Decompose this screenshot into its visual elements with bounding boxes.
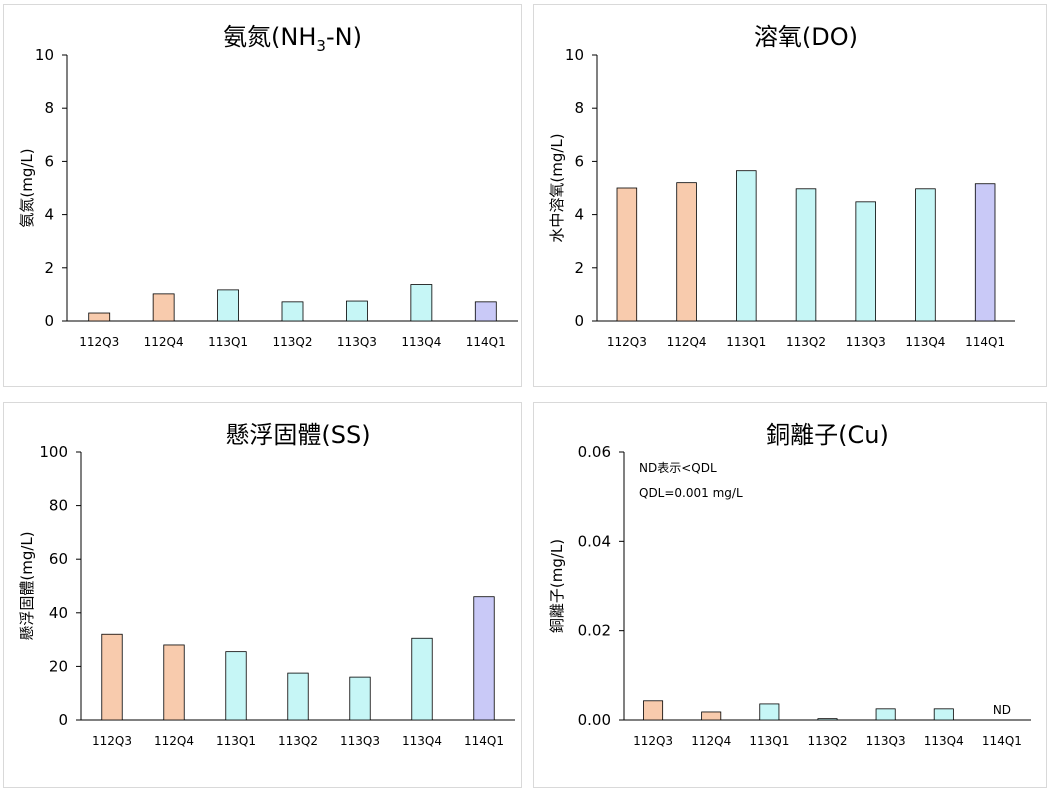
y-axis-label: 水中溶氧(mg/L) (548, 133, 566, 242)
y-axis-label: 氨氮(mg/L) (18, 148, 36, 227)
x-tick-label: 114Q1 (965, 335, 1005, 349)
y-tick-label: 0 (574, 312, 584, 330)
chart-svg: 氨氮(NH3-N) 氨氮(mg/L) 0 2 4 6 8 10 112Q3 112Q4 113Q1 1… (18, 23, 518, 349)
y-tick-label: 0.02 (578, 622, 611, 640)
y-tick-label: 8 (574, 99, 584, 117)
bar-112Q3 (101, 633, 123, 721)
y-axis-label: 銅離子(mg/L) (548, 539, 566, 633)
chart-panel-suspended-solids: 懸浮固體(SS) 懸浮固體(mg/L) 0 20 40 60 80 100 112Q3 112Q4… (3, 402, 522, 788)
x-tick-label: 113Q2 (808, 734, 848, 748)
x-tick-label: 113Q2 (786, 335, 826, 349)
bar-112Q4 (152, 293, 175, 322)
y-tick-label: 0 (58, 711, 68, 729)
x-tick-label: 113Q1 (216, 734, 256, 748)
bar-112Q3 (643, 700, 664, 721)
y-tick-label: 10 (565, 46, 584, 64)
chart-title: 銅離子(Cu) (766, 421, 889, 449)
chart-title: 溶氧(DO) (754, 23, 858, 51)
bar-113Q2 (795, 188, 817, 322)
x-tick-label: 112Q3 (79, 335, 119, 349)
bar-113Q1 (759, 703, 780, 721)
bar-114Q1 (473, 596, 495, 721)
y-tick-label: 60 (49, 550, 68, 568)
chart-svg: 懸浮固體(SS) 懸浮固體(mg/L) 0 20 40 60 80 100 112Q3 112Q4… (18, 421, 515, 748)
bar-113Q1 (217, 289, 239, 322)
x-tick-label: 114Q1 (982, 734, 1022, 748)
x-tick-label: 113Q4 (401, 335, 441, 349)
x-tick-label: 113Q1 (749, 734, 789, 748)
y-tick-label: 40 (49, 604, 68, 622)
chart-title: 懸浮固體(SS) (225, 421, 370, 449)
bar-113Q3 (855, 201, 876, 322)
y-tick-label: 0 (44, 312, 54, 330)
x-tick-label: 113Q3 (340, 734, 380, 748)
y-tick-label: 6 (44, 152, 54, 170)
bar-113Q3 (346, 300, 368, 322)
x-tick-label: 112Q3 (633, 734, 673, 748)
bar-113Q3 (349, 676, 371, 721)
chart-panel-ammonia: 氨氮(NH3-N) 氨氮(mg/L) 0 2 4 6 8 10 112Q3 112Q4 113Q1 1… (3, 4, 522, 387)
y-tick-label: 0.00 (578, 711, 611, 729)
y-tick-label: 100 (39, 443, 68, 461)
x-tick-label: 113Q2 (278, 734, 318, 748)
x-tick-label: 113Q4 (924, 734, 964, 748)
y-tick-label: 10 (35, 46, 54, 64)
x-tick-label: 112Q4 (144, 335, 184, 349)
x-tick-label: 113Q1 (208, 335, 248, 349)
bar-112Q3 (616, 187, 638, 322)
chart-panel-dissolved-oxygen: 溶氧(DO) 水中溶氧(mg/L) 0 2 4 6 8 10 112Q3 112Q4 113Q1 11… (533, 4, 1047, 387)
bar-113Q4 (933, 708, 954, 721)
x-tick-label: 113Q4 (402, 734, 442, 748)
y-tick-label: 4 (44, 206, 54, 224)
x-tick-label: 113Q1 (726, 335, 766, 349)
y-tick-label: 0.04 (578, 532, 611, 550)
x-tick-label: 113Q3 (866, 734, 906, 748)
bar-113Q4 (410, 284, 433, 322)
bar-114Q1 (474, 301, 497, 322)
bar-113Q2 (817, 718, 838, 721)
bar-113Q1 (225, 651, 247, 721)
x-tick-label: 112Q4 (667, 335, 707, 349)
x-tick-label: 113Q3 (846, 335, 886, 349)
x-tick-label: 114Q1 (466, 335, 506, 349)
bar-112Q3 (88, 312, 111, 322)
bar-113Q3 (875, 708, 896, 721)
y-tick-label: 4 (574, 206, 584, 224)
x-tick-label: 112Q3 (92, 734, 132, 748)
y-tick-label: 6 (574, 152, 584, 170)
bar-113Q1 (736, 170, 757, 322)
x-tick-label: 114Q1 (464, 734, 504, 748)
bar-113Q2 (281, 301, 304, 322)
bar-label: ND (993, 703, 1011, 717)
bar-112Q4 (163, 644, 185, 721)
bar-113Q2 (287, 672, 309, 721)
y-axis-label: 懸浮固體(mg/L) (18, 531, 36, 640)
y-tick-label: 20 (49, 657, 68, 675)
annotation-note: ND表示<QDL (639, 461, 717, 475)
bar-114Q1 (974, 183, 996, 322)
annotation-note: QDL=0.001 mg/L (639, 486, 743, 500)
bar-113Q4 (915, 188, 936, 322)
y-tick-label: 80 (49, 497, 68, 515)
y-tick-label: 2 (574, 259, 584, 277)
x-tick-label: 113Q3 (337, 335, 377, 349)
x-tick-label: 112Q3 (607, 335, 647, 349)
y-tick-label: 8 (44, 99, 54, 117)
chart-svg: 銅離子(Cu) 銅離子(mg/L) 0.00 0.02 0.04 0.06 112Q3 112… (548, 421, 1031, 748)
x-tick-label: 113Q4 (905, 335, 945, 349)
x-tick-label: 112Q4 (691, 734, 731, 748)
bar-112Q4 (701, 711, 722, 721)
y-tick-label: 2 (44, 259, 54, 277)
y-tick-label: 0.06 (578, 443, 611, 461)
chart-title: 氨氮(NH3-N) (223, 23, 362, 55)
x-tick-label: 112Q4 (154, 734, 194, 748)
bar-113Q4 (411, 637, 433, 721)
chart-svg: 溶氧(DO) 水中溶氧(mg/L) 0 2 4 6 8 10 112Q3 112Q4 113Q1 11… (548, 23, 1015, 349)
x-tick-label: 113Q2 (273, 335, 313, 349)
chart-panel-copper: 銅離子(Cu) 銅離子(mg/L) 0.00 0.02 0.04 0.06 112Q3 112… (533, 402, 1047, 788)
bar-112Q4 (676, 182, 697, 322)
